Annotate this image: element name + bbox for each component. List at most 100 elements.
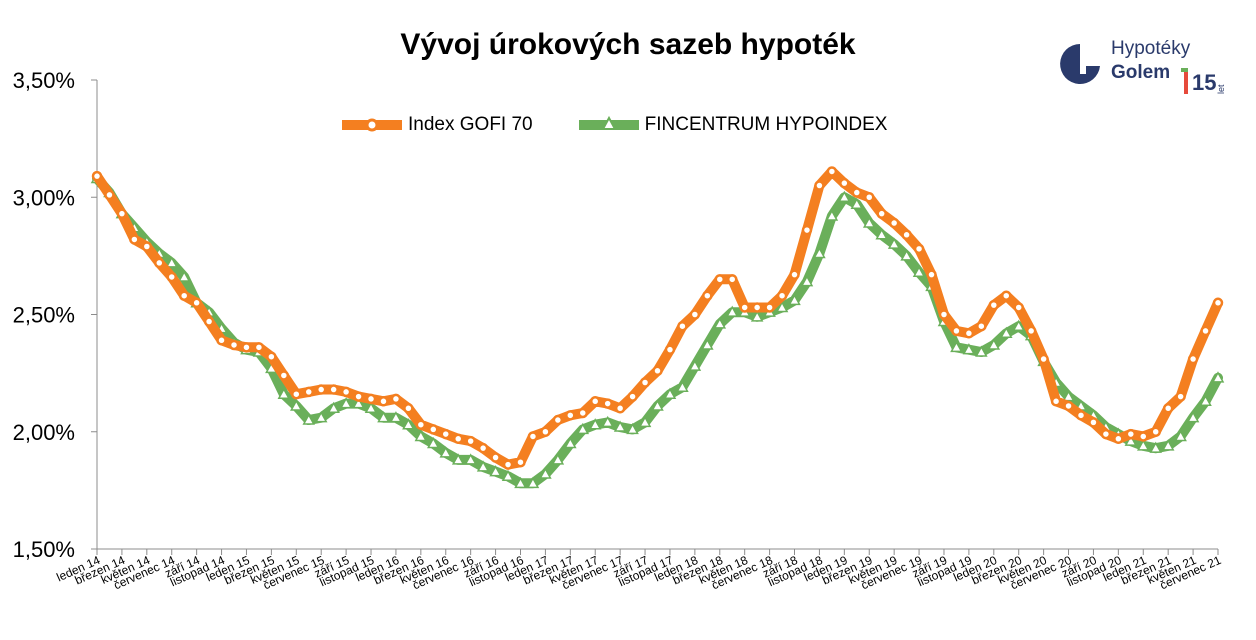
data-point <box>414 429 428 442</box>
data-point <box>1038 353 1049 365</box>
y-tick-label: 1,50% <box>13 537 75 562</box>
badge-number: 15 <box>1192 70 1216 95</box>
data-point <box>913 243 925 255</box>
data-point <box>987 338 1001 350</box>
series-line <box>92 166 1223 470</box>
data-point <box>988 299 1000 311</box>
data-point <box>1124 434 1138 446</box>
anniversary-badge: 15 let <box>1181 68 1226 95</box>
data-point <box>116 208 128 219</box>
data-point <box>1136 439 1150 451</box>
data-point <box>577 407 589 419</box>
data-point <box>788 293 801 306</box>
data-point <box>352 397 365 409</box>
data-point <box>439 446 453 458</box>
data-point <box>353 391 364 402</box>
data-point <box>826 166 838 177</box>
data-point <box>926 269 937 280</box>
legend-item-gofi: Index GOFI 70 <box>340 114 533 136</box>
data-point <box>489 465 502 477</box>
data-point <box>589 396 601 407</box>
data-point <box>415 419 427 430</box>
data-point <box>814 180 825 191</box>
logo-line1: Hypotéky <box>1111 38 1191 59</box>
data-point <box>626 422 639 435</box>
data-point <box>1138 431 1149 442</box>
data-point <box>502 459 514 470</box>
data-point <box>726 274 738 285</box>
data-point <box>1012 319 1025 331</box>
y-tick-label: 2,00% <box>13 420 75 445</box>
data-point <box>129 234 140 245</box>
data-point <box>689 309 701 320</box>
data-point <box>428 424 439 435</box>
legend-label-gofi: Index GOFI 70 <box>408 114 533 135</box>
data-point <box>789 269 800 280</box>
data-point <box>241 342 252 353</box>
data-point <box>141 241 153 252</box>
data-point <box>963 328 975 339</box>
data-point <box>1100 428 1112 440</box>
data-point <box>527 431 539 442</box>
data-point <box>951 325 962 337</box>
data-point <box>714 274 726 285</box>
legend-swatch-circle-icon <box>342 118 402 132</box>
series-layer <box>90 166 1225 489</box>
data-point <box>1162 403 1174 414</box>
data-point <box>1149 441 1162 453</box>
data-point <box>177 270 191 282</box>
data-point <box>801 224 813 236</box>
data-point <box>154 257 165 269</box>
data-point <box>639 377 651 388</box>
data-point <box>390 393 402 405</box>
data-point <box>912 265 926 278</box>
data-point <box>900 249 913 261</box>
data-point <box>739 302 750 313</box>
data-point <box>976 320 987 332</box>
data-point <box>565 410 576 421</box>
data-point <box>651 399 664 411</box>
data-point <box>751 302 763 313</box>
data-point <box>551 453 565 465</box>
data-point <box>327 401 340 414</box>
data-point <box>638 415 652 428</box>
data-point <box>602 398 613 409</box>
data-point <box>863 192 875 203</box>
data-point <box>278 370 290 381</box>
data-point <box>838 190 851 202</box>
golem-g-logo-icon <box>1060 44 1100 84</box>
data-point <box>588 418 602 430</box>
data-point <box>427 436 440 449</box>
data-point <box>725 305 739 317</box>
data-point <box>165 256 179 268</box>
data-point <box>1187 353 1199 365</box>
legend-swatch-triangle-icon <box>578 115 639 130</box>
y-axis: 1,50% 2,00% 2,50% 3,00% 3,50% <box>13 68 98 562</box>
data-point <box>203 316 215 327</box>
legend-label-fincentrum: FINCENTRUM HYPOINDEX <box>644 114 888 135</box>
data-point <box>627 391 638 402</box>
data-point <box>340 386 352 398</box>
data-point <box>1174 429 1187 442</box>
data-point <box>1075 410 1087 421</box>
data-point <box>776 290 788 301</box>
badge-sub: let <box>1216 84 1226 94</box>
data-point <box>302 413 316 425</box>
data-point <box>888 217 900 229</box>
data-point <box>962 343 976 355</box>
data-point <box>576 422 590 435</box>
data-point <box>451 453 465 465</box>
data-point <box>91 170 103 182</box>
data-point <box>887 237 901 249</box>
data-point <box>862 216 876 228</box>
data-point <box>613 420 627 432</box>
data-point <box>104 189 115 201</box>
data-point <box>364 401 378 414</box>
series-fincentrum <box>90 171 1225 489</box>
data-point <box>539 467 552 479</box>
data-point <box>540 426 551 437</box>
data-point <box>477 442 489 454</box>
chart-title: Vývoj úrokových sazeb hypoték <box>400 28 856 61</box>
data-point <box>377 411 390 423</box>
